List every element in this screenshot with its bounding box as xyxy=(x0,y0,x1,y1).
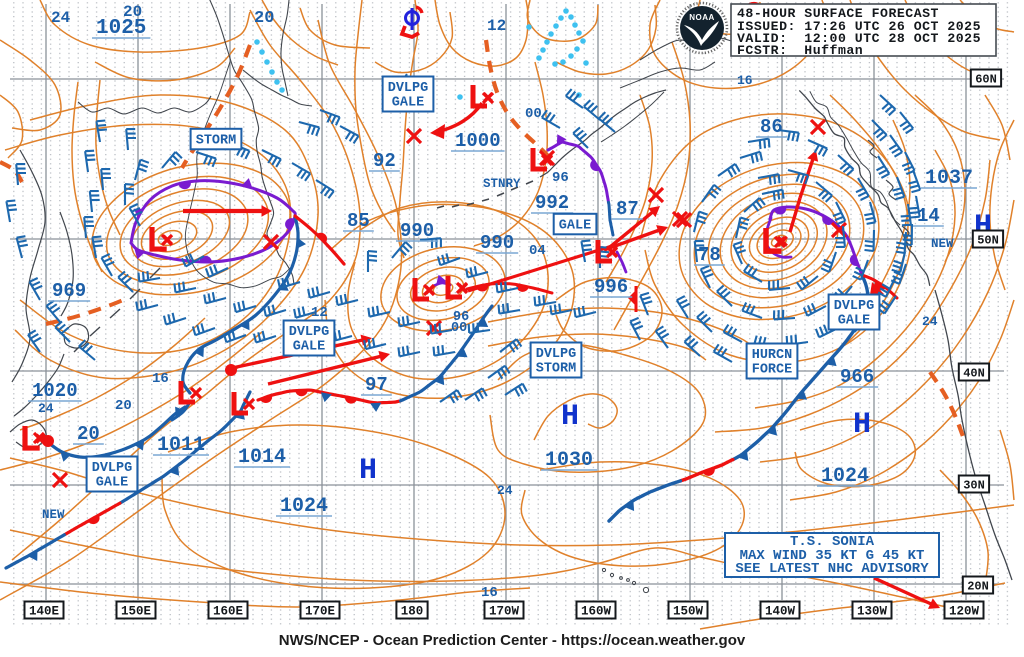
svg-text:VALID: 12:00 UTC 28 OCT 2025: VALID: 12:00 UTC 28 OCT 2025 xyxy=(737,31,981,46)
svg-text:24: 24 xyxy=(38,401,54,416)
svg-text:SEE LATEST NHC ADVISORY: SEE LATEST NHC ADVISORY xyxy=(735,561,929,577)
svg-text:GALE: GALE xyxy=(96,476,128,491)
svg-text:16: 16 xyxy=(481,585,498,601)
svg-text:150E: 150E xyxy=(121,605,151,619)
svg-text:97: 97 xyxy=(365,374,388,396)
svg-text:40N: 40N xyxy=(963,367,985,381)
svg-text:T.S. SONIA: T.S. SONIA xyxy=(790,534,875,550)
svg-text:STNRY: STNRY xyxy=(483,177,521,191)
svg-text:1030: 1030 xyxy=(545,449,593,472)
svg-text:120W: 120W xyxy=(949,605,980,619)
svg-text:96: 96 xyxy=(552,170,569,186)
svg-text:996: 996 xyxy=(594,276,628,298)
svg-text:969: 969 xyxy=(52,280,86,302)
svg-text:GALE: GALE xyxy=(392,96,424,111)
svg-text:92: 92 xyxy=(373,150,396,172)
svg-text:1024: 1024 xyxy=(280,495,328,518)
svg-text:MAX WIND 35 KT G 45 KT: MAX WIND 35 KT G 45 KT xyxy=(740,548,925,564)
svg-text:140E: 140E xyxy=(29,605,59,619)
svg-text:FORCE: FORCE xyxy=(752,363,793,378)
svg-text:130W: 130W xyxy=(857,605,888,619)
svg-text:24: 24 xyxy=(497,483,513,498)
svg-text:NOAA: NOAA xyxy=(689,13,715,22)
svg-text:24: 24 xyxy=(922,314,938,329)
svg-text:1024: 1024 xyxy=(821,465,869,488)
svg-text:GALE: GALE xyxy=(293,340,325,355)
svg-text:20: 20 xyxy=(123,3,142,21)
svg-text:1025: 1025 xyxy=(96,17,146,40)
svg-text:DVLPG: DVLPG xyxy=(388,81,429,96)
svg-text:990: 990 xyxy=(480,232,514,254)
svg-text:990: 990 xyxy=(400,220,434,242)
svg-text:H: H xyxy=(561,400,579,434)
svg-text:1014: 1014 xyxy=(238,446,286,469)
svg-text:170E: 170E xyxy=(305,605,335,619)
svg-text:60N: 60N xyxy=(975,73,997,87)
svg-text:12: 12 xyxy=(311,305,328,321)
svg-text:16: 16 xyxy=(152,371,169,387)
svg-text:NEW: NEW xyxy=(931,237,954,251)
svg-text:20: 20 xyxy=(115,398,132,414)
svg-text:NWS/NCEP - Ocean Prediction Ce: NWS/NCEP - Ocean Prediction Center - htt… xyxy=(279,632,746,649)
svg-text:87: 87 xyxy=(616,198,639,220)
svg-text:STORM: STORM xyxy=(196,133,237,148)
svg-text:GALE: GALE xyxy=(838,314,870,329)
svg-text:96: 96 xyxy=(453,310,469,325)
svg-text:16: 16 xyxy=(737,73,753,88)
svg-text:H: H xyxy=(359,454,377,488)
svg-text:FCSTR: Huffman: FCSTR: Huffman xyxy=(737,43,863,58)
svg-text:20: 20 xyxy=(77,423,100,445)
svg-text:50N: 50N xyxy=(977,234,999,248)
svg-text:1037: 1037 xyxy=(925,167,973,190)
svg-text:HURCN: HURCN xyxy=(752,348,793,363)
svg-text:20N: 20N xyxy=(967,580,989,594)
svg-text:992: 992 xyxy=(535,192,569,214)
svg-text:180: 180 xyxy=(401,605,424,619)
svg-text:86: 86 xyxy=(760,116,783,138)
svg-text:00: 00 xyxy=(525,106,542,122)
svg-text:48-HOUR SURFACE FORECAST: 48-HOUR SURFACE FORECAST xyxy=(737,6,939,21)
svg-text:ISSUED: 17:26 UTC 26 OCT 2025: ISSUED: 17:26 UTC 26 OCT 2025 xyxy=(737,19,981,34)
svg-text:12: 12 xyxy=(487,17,506,35)
svg-text:04: 04 xyxy=(529,243,546,259)
svg-text:STORM: STORM xyxy=(536,362,577,377)
svg-text:30N: 30N xyxy=(963,479,985,493)
svg-text:GALE: GALE xyxy=(559,218,591,233)
svg-text:H: H xyxy=(853,408,871,442)
svg-text:85: 85 xyxy=(347,210,370,232)
svg-text:14: 14 xyxy=(917,205,940,227)
svg-text:150W: 150W xyxy=(673,605,704,619)
svg-text:1000: 1000 xyxy=(455,130,501,152)
svg-text:160W: 160W xyxy=(581,605,612,619)
svg-text:NEW: NEW xyxy=(42,508,65,522)
svg-text:00: 00 xyxy=(451,321,467,336)
svg-text:170W: 170W xyxy=(489,605,520,619)
svg-text:20: 20 xyxy=(254,9,274,28)
svg-text:DVLPG: DVLPG xyxy=(92,461,133,476)
svg-text:DVLPG: DVLPG xyxy=(834,299,875,314)
svg-text:1011: 1011 xyxy=(157,434,205,457)
svg-text:DVLPG: DVLPG xyxy=(536,347,577,362)
svg-text:1020: 1020 xyxy=(32,380,78,402)
svg-text:160E: 160E xyxy=(213,605,243,619)
svg-text:DVLPG: DVLPG xyxy=(289,325,330,340)
svg-text:140W: 140W xyxy=(765,605,796,619)
svg-text:78: 78 xyxy=(698,244,721,266)
svg-text:966: 966 xyxy=(840,366,874,388)
svg-text:24: 24 xyxy=(51,9,71,27)
